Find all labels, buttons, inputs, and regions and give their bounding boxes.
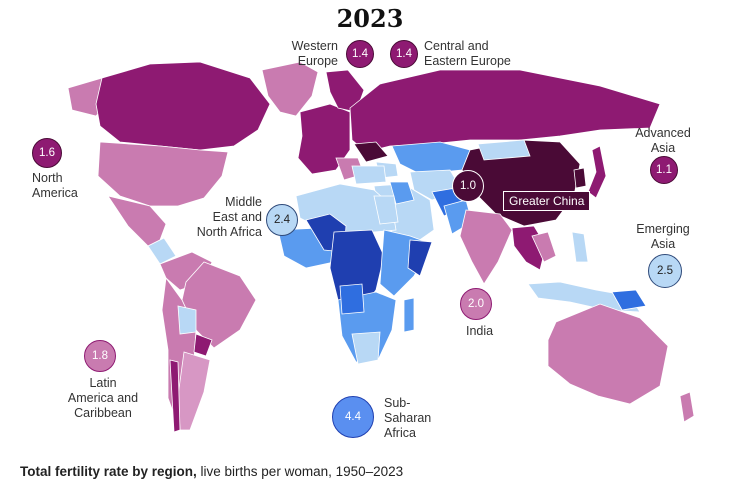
brazil-region xyxy=(181,261,257,349)
bubble-central-eastern-europe: 1.4 xyxy=(390,40,418,68)
south-africa-region xyxy=(351,331,381,365)
usa-region xyxy=(97,141,229,207)
bubble-mena: 2.4 xyxy=(266,204,298,236)
caption-rest: live births per woman, 1950–2023 xyxy=(196,464,404,479)
bolivia-region xyxy=(177,305,197,335)
map-title: 2023 xyxy=(336,4,404,33)
label-north-america: North America xyxy=(32,171,78,200)
caption-bold: Total fertility rate by region, xyxy=(20,464,197,479)
label-central-eastern-europe: Central and Eastern Europe xyxy=(424,39,511,68)
bubble-latam: 1.8 xyxy=(84,340,116,372)
somalia-region xyxy=(407,239,433,277)
label-ssa: Sub- Saharan Africa xyxy=(384,396,432,440)
png-region xyxy=(611,289,647,311)
canada-region xyxy=(95,61,271,151)
russia-region xyxy=(349,69,661,153)
ukraine-region xyxy=(353,141,389,163)
kazakhstan-region xyxy=(391,141,471,175)
label-western-europe: Western Europe xyxy=(291,39,338,68)
central-america-region xyxy=(147,237,177,265)
chart-caption: Total fertility rate by region, live bir… xyxy=(20,464,403,479)
paraguay-region xyxy=(193,333,213,357)
bubble-western-europe: 1.4 xyxy=(346,40,374,68)
australia-region xyxy=(547,303,669,405)
label-mena: Middle East and North Africa xyxy=(196,195,262,239)
label-emerging-asia: Emerging Asia xyxy=(636,222,690,251)
india-region xyxy=(459,209,513,285)
argentina-region xyxy=(177,351,211,431)
europe-west-region xyxy=(297,103,351,175)
nz-region xyxy=(679,391,695,423)
indonesia-region xyxy=(527,281,641,313)
label-latam: Latin America and Caribbean xyxy=(67,376,139,420)
indochina-region xyxy=(531,231,557,263)
bubble-greater-china: 1.0 xyxy=(452,170,484,202)
mongolia-region xyxy=(477,139,531,161)
label-greater-china: Greater China xyxy=(503,191,591,211)
bubble-india: 2.0 xyxy=(460,288,492,320)
label-advanced-asia: Advanced Asia xyxy=(635,126,691,155)
chile-region xyxy=(169,359,181,433)
japan-region xyxy=(587,145,607,199)
bubble-north-america: 1.6 xyxy=(32,138,62,168)
greenland-region xyxy=(261,61,319,117)
bubble-ssa: 4.4 xyxy=(332,396,374,438)
bubble-advanced-asia: 1.1 xyxy=(650,156,678,184)
angola-region xyxy=(339,283,365,315)
turkey-region xyxy=(351,165,387,185)
bubble-emerging-asia: 2.5 xyxy=(648,254,682,288)
madagascar-region xyxy=(403,297,415,333)
korea-region xyxy=(573,167,587,189)
label-india: India xyxy=(466,324,494,338)
philippines-region xyxy=(571,231,589,263)
egypt-region xyxy=(373,195,399,225)
